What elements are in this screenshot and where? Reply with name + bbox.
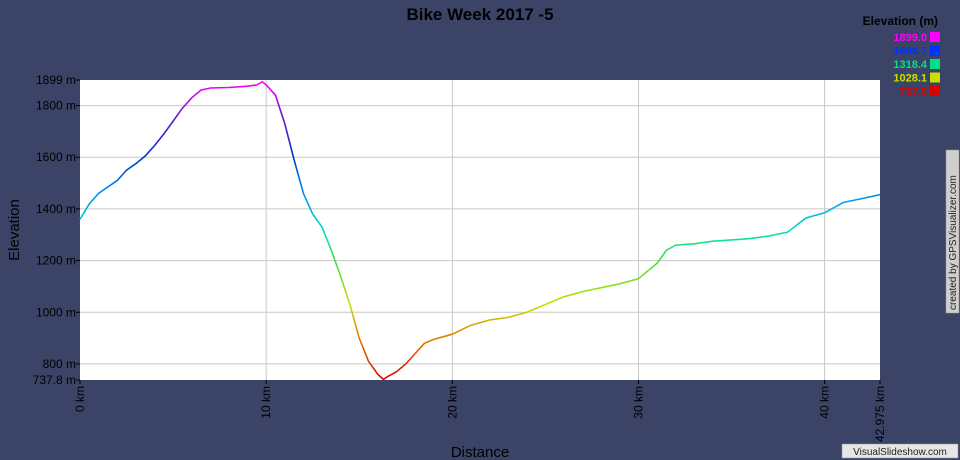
watermark: VisualSlideshow.com xyxy=(841,443,959,459)
x-axis-label: Distance xyxy=(451,444,509,460)
x-tick-label: 20 km xyxy=(445,386,459,419)
y-tick-label: 1200 m xyxy=(36,254,76,268)
x-tick-label: 40 km xyxy=(818,386,832,419)
legend-entry-label: 1899.0 xyxy=(893,32,927,44)
grid-lines xyxy=(80,80,880,380)
y-tick-label: 800 m xyxy=(43,357,76,371)
side-credit-text: created by GPSVisualizer.com xyxy=(948,175,959,310)
x-tick-label: 10 km xyxy=(259,386,273,419)
y-axis-label: Elevation xyxy=(6,199,23,261)
watermark-text: VisualSlideshow.com xyxy=(853,447,947,458)
y-tick-label: 737.8 m xyxy=(33,373,76,387)
legend-swatch xyxy=(930,45,940,56)
legend-title: Elevation (m) xyxy=(863,14,938,28)
chart-title: Bike Week 2017 -5 xyxy=(406,5,553,24)
x-axis-ticks: 0 km 10 km 20 km 30 km 40 km 42.975 km xyxy=(73,380,887,442)
x-tick-label: 42.975 km xyxy=(873,386,887,442)
y-tick-label: 1800 m xyxy=(36,99,76,113)
legend-entry-label: 737.8 xyxy=(899,86,927,98)
legend-entry-label: 1028.1 xyxy=(893,73,927,85)
legend-entry-label: 1318.4 xyxy=(893,59,928,71)
elevation-series-line xyxy=(79,80,881,381)
y-tick-label: 1600 m xyxy=(36,150,76,164)
side-credit: created by GPSVisualizer.com xyxy=(945,149,960,314)
legend-swatch xyxy=(930,59,940,69)
legend-swatch xyxy=(930,72,940,83)
legend-swatch xyxy=(930,86,940,96)
plot-area xyxy=(80,80,880,380)
legend-entry-label: 1608.7 xyxy=(893,46,927,58)
y-tick-label: 1899 m xyxy=(36,73,76,87)
legend-swatch xyxy=(930,32,940,42)
y-tick-label: 1000 m xyxy=(36,305,76,319)
y-tick-label: 1400 m xyxy=(36,202,76,216)
x-tick-label: 0 km xyxy=(73,386,87,412)
y-axis-ticks: 737.8 m 800 m 1000 m 1200 m 1400 m 1600 m 1800… xyxy=(33,73,80,387)
x-tick-label: 30 km xyxy=(631,386,645,419)
